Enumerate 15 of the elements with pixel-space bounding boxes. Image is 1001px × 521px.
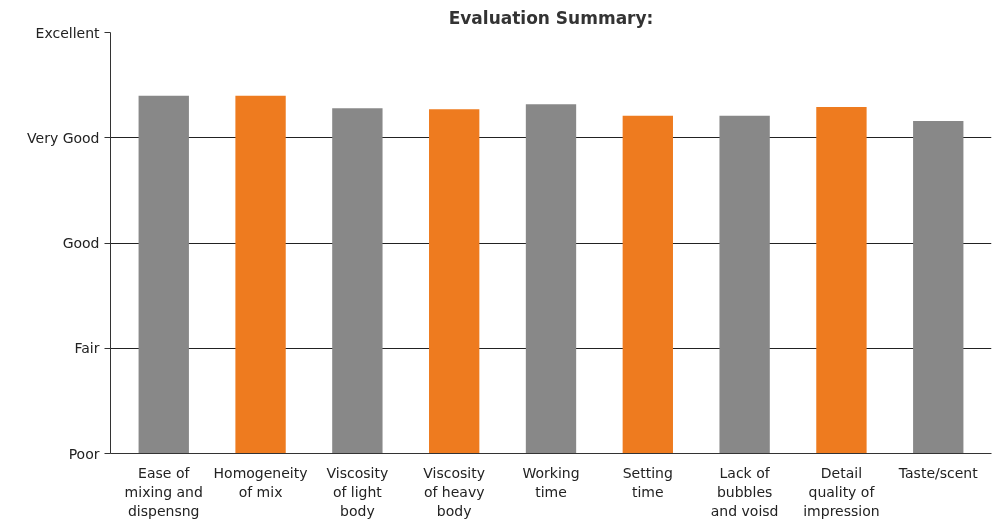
text: Excellent <box>35 24 101 41</box>
x-tick-label: Ease of mixing and dispensng <box>124 464 203 519</box>
x-tick-label: Detail quality of impression <box>803 464 880 519</box>
text: Poor <box>68 445 100 462</box>
x-tick-label: Viscosity of light body <box>326 464 389 519</box>
text: Good <box>62 235 100 251</box>
x-tick-label: Taste/scent <box>897 464 979 481</box>
x-tick-label: Setting time <box>622 464 673 500</box>
chart-title: Evaluation Summary: <box>448 7 654 28</box>
text: Fair <box>74 340 100 357</box>
x-tick-label: Homogeneity of mix <box>213 464 308 500</box>
x-tick-label: Lack of bubbles and voisd <box>710 464 779 519</box>
x-tick-label: Working time <box>522 464 580 500</box>
x-tick-label: Viscosity of heavy body <box>423 464 486 519</box>
text: Very Good <box>27 129 100 146</box>
